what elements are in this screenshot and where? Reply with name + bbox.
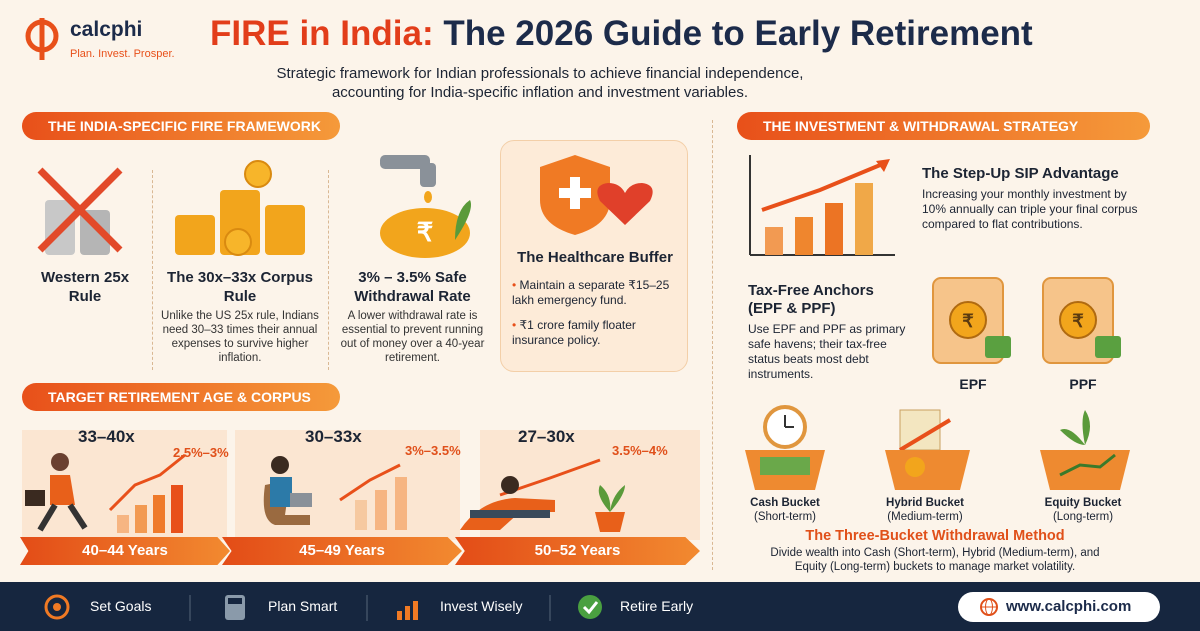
divider	[712, 120, 713, 570]
bucket-name: Hybrid Bucket	[886, 497, 964, 509]
tap-pot-icon: ₹	[380, 155, 471, 258]
globe-icon	[980, 598, 998, 616]
footer-item: Plan Smart	[268, 598, 338, 614]
section-heading: THE INVESTMENT & WITHDRAWAL STRATEGY	[737, 112, 1150, 140]
tax-text: Use EPF and PPF as primary safe havens; …	[748, 322, 906, 381]
subtitle-line: accounting for India-specific inflation …	[331, 84, 749, 101]
section-heading: THE INDIA-SPECIFIC FIRE FRAMEWORK	[22, 112, 340, 140]
bullet-text: ₹1 crore family floater insurance policy…	[512, 318, 636, 347]
brand-tagline: Plan. Invest. Prosper.	[70, 48, 175, 60]
sip-chart-icon	[749, 155, 895, 256]
buckets-icon	[745, 405, 1130, 490]
logo-icon	[25, 18, 59, 60]
svg-text:₹: ₹	[417, 217, 434, 247]
stage-multiple: 27–30x	[518, 427, 575, 446]
divider	[152, 170, 153, 370]
framework-title: The 30x–33x Corpus Rule	[167, 269, 313, 305]
footer-item: Retire Early	[620, 598, 694, 614]
bullet-text: Maintain a separate ₹15–25 lakh emergenc…	[512, 278, 670, 307]
title-rest: The 2026 Guide to Early Retirement	[443, 14, 1033, 53]
brand-name: calcphi	[70, 18, 143, 41]
sip-title: The Step-Up SIP Advantage	[922, 165, 1119, 182]
stage-age: 40–44 Years	[20, 537, 230, 565]
website[interactable]: www.calcphi.com	[1006, 598, 1132, 615]
framework-title: 3% – 3.5% Safe Withdrawal Rate	[354, 269, 471, 305]
svg-text:₹: ₹	[962, 311, 974, 331]
bucket: Equity Bucket (Long-term)	[1033, 496, 1133, 524]
stage-rate: 3%–3.5%	[405, 443, 461, 458]
bucket-term: (Short-term)	[754, 511, 816, 523]
framework-text: A lower withdrawal rate is essential to …	[340, 310, 485, 364]
coins-crossed-icon	[37, 167, 123, 255]
stage-age: 45–49 Years	[222, 537, 462, 565]
divider	[328, 170, 329, 370]
stage-multiple: 33–40x	[78, 427, 135, 446]
section-heading: TARGET RETIREMENT AGE & CORPUS	[22, 383, 340, 411]
coin-stacks-icon	[175, 160, 305, 256]
sip-text: Increasing your monthly investment by 10…	[922, 187, 1138, 231]
runner-chart-icon	[25, 453, 186, 533]
method-title: The Three-Bucket Withdrawal Method	[805, 528, 1065, 544]
title-highlight: FIRE in India:	[210, 14, 434, 53]
title: FIRE in India: The 2026 Guide to Early R…	[210, 14, 1033, 54]
stage-rate: 3.5%–4%	[612, 443, 668, 458]
svg-text:₹: ₹	[1072, 311, 1084, 331]
footer-item: Invest Wisely	[440, 598, 523, 614]
stage-age: 50–52 Years	[455, 537, 700, 565]
healthcare-bullet: • ₹1 crore family floater insurance poli…	[512, 318, 636, 347]
stage-multiple: 30–33x	[305, 427, 362, 446]
bucket: Hybrid Bucket (Medium-term)	[875, 496, 975, 524]
tax-title: Tax-Free Anchors (EPF & PPF)	[748, 282, 874, 317]
healthcare-bullets: • Maintain a separate ₹15–25 lakh emerge…	[512, 278, 682, 348]
bucket: Cash Bucket (Short-term)	[735, 496, 835, 524]
laptop-chart-icon	[263, 456, 407, 530]
bucket-term: (Medium-term)	[887, 511, 963, 523]
subtitle: Strategic framework for Indian professio…	[200, 64, 880, 102]
shield-heart-icon	[540, 155, 653, 235]
footer-item: Set Goals	[90, 598, 152, 614]
bucket-name: Cash Bucket	[750, 497, 820, 509]
footer-icons	[44, 594, 602, 621]
subtitle-line: Strategic framework for Indian professio…	[276, 65, 804, 82]
relax-plant-icon	[460, 458, 625, 532]
anchor-label: PPF	[1069, 376, 1097, 392]
framework-text: Unlike the US 25x rule, Indians need 30–…	[161, 310, 319, 364]
healthcare-bullet: • Maintain a separate ₹15–25 lakh emerge…	[512, 278, 670, 307]
bucket-name: Equity Bucket	[1044, 497, 1122, 509]
stage-rate: 2.5%–3%	[173, 445, 229, 460]
method-text: Divide wealth into Cash (Short-term), Hy…	[770, 547, 1100, 573]
healthcare-title: The Healthcare Buffer	[517, 249, 673, 266]
framework-title: Western 25x Rule	[40, 269, 130, 305]
bucket-term: (Long-term)	[1052, 511, 1114, 523]
anchor-label: EPF	[959, 376, 987, 392]
safes-icon: ₹ ₹	[932, 277, 1121, 364]
